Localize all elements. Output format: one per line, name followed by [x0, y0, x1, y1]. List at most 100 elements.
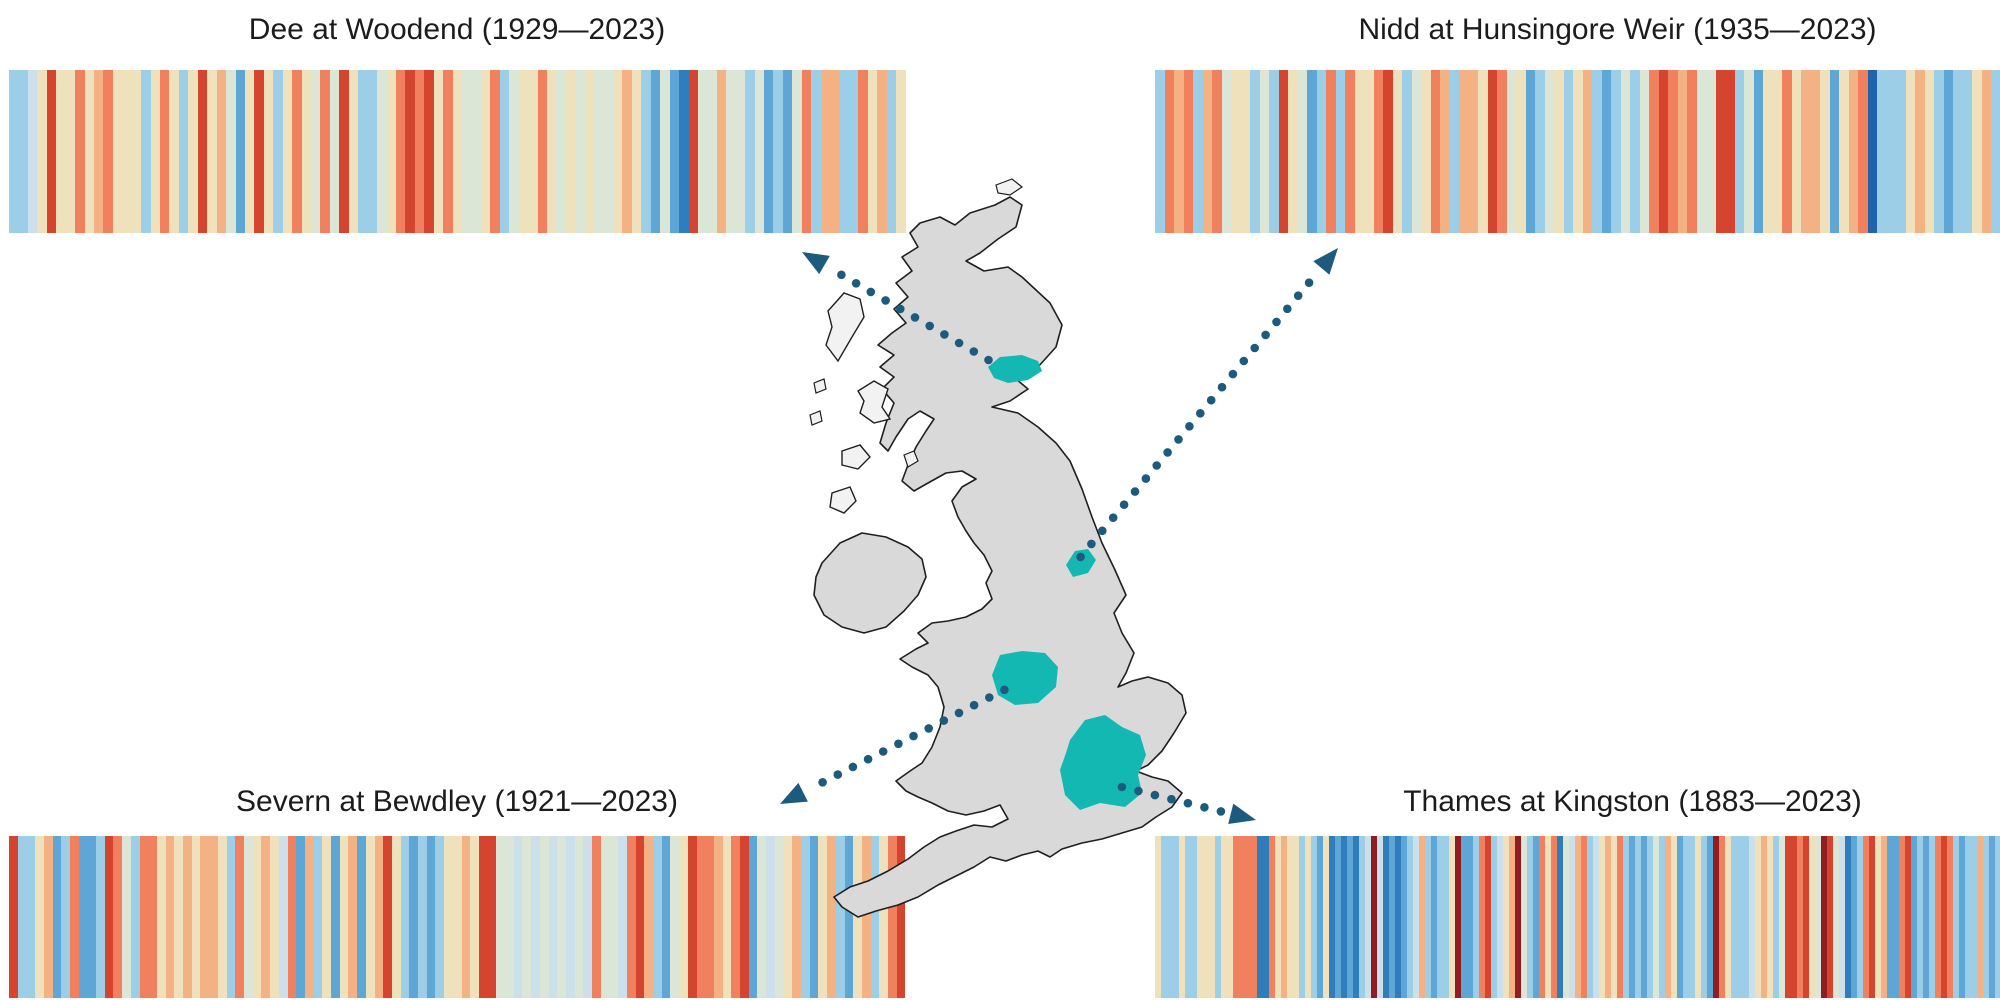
- stripe-dee-1961: [311, 70, 321, 233]
- stripe-dee-2017: [839, 70, 849, 233]
- stripe-thames-1952: [1569, 836, 1575, 998]
- stripe-severn-2021: [879, 836, 889, 998]
- stripe-severn-2010: [783, 836, 793, 998]
- stripe-dee-1934: [56, 70, 66, 233]
- stripe-dee-1977: [462, 70, 472, 233]
- stripe-nidd-1951: [1307, 70, 1317, 233]
- stripe-thames-1947: [1539, 836, 1545, 998]
- stripe-thames-1923: [1395, 836, 1401, 998]
- stripe-thames-2003: [1875, 836, 1881, 998]
- stripe-dee-1983: [518, 70, 529, 233]
- stripe-dee-1973: [424, 70, 434, 233]
- stripe-thames-1949: [1551, 836, 1557, 998]
- stripe-severn-1951: [270, 836, 279, 998]
- stripe-thames-1891: [1203, 836, 1209, 998]
- stripe-thames-1960: [1617, 836, 1623, 998]
- stripe-severn-1937: [148, 836, 157, 998]
- stripe-dee-1958: [282, 70, 293, 233]
- stripe-thames-1961: [1623, 836, 1629, 998]
- stripe-nidd-2022: [1981, 70, 1991, 233]
- stripe-dee-2014: [811, 70, 821, 233]
- stripe-dee-1979: [480, 70, 491, 233]
- stripe-thames-1897: [1239, 836, 1245, 998]
- stripe-thames-2020: [1977, 836, 1983, 998]
- stripe-severn-1927: [61, 836, 70, 998]
- stripe-dee-1953: [235, 70, 245, 233]
- stripe-thames-2009: [1911, 836, 1917, 998]
- stripe-thames-1953: [1575, 836, 1581, 998]
- stripe-dee-1996: [641, 70, 651, 233]
- stripe-nidd-1980: [1582, 70, 1592, 233]
- stripe-nidd-1955: [1345, 70, 1355, 233]
- stripe-nidd-1946: [1259, 70, 1269, 233]
- stripe-thames-2000: [1857, 836, 1863, 998]
- stripe-severn-2009: [774, 836, 784, 998]
- stripe-thames-2011: [1923, 836, 1929, 998]
- stripe-severn-1985: [566, 836, 575, 998]
- chart-nidd-title: Nidd at Hunsingore Weir (1935—2023): [1358, 13, 1877, 46]
- stripe-thames-1951: [1563, 836, 1569, 998]
- stripe-thames-1968: [1665, 836, 1671, 998]
- stripe-thames-1943: [1515, 836, 1521, 998]
- stripe-thames-1959: [1611, 836, 1617, 998]
- stripe-thames-1994: [1821, 836, 1827, 998]
- stripe-thames-1886: [1173, 836, 1179, 998]
- stripe-thames-1899: [1251, 836, 1257, 998]
- stripe-dee-1991: [594, 70, 604, 233]
- stripe-nidd-1979: [1573, 70, 1583, 233]
- stripe-nidd-2014: [1905, 70, 1915, 233]
- stripe-dee-1936: [75, 70, 85, 233]
- stripe-severn-1999: [687, 836, 697, 998]
- stripe-thames-1931: [1443, 836, 1449, 998]
- stripe-dee-1944: [150, 70, 160, 233]
- stripe-nidd-1978: [1563, 70, 1573, 233]
- stripe-thames-1945: [1527, 836, 1533, 998]
- stripe-thames-1966: [1653, 836, 1659, 998]
- stripe-thames-1946: [1533, 836, 1539, 998]
- stripe-thames-1892: [1209, 836, 1215, 998]
- stripe-nidd-1974: [1525, 70, 1535, 233]
- stripe-dee-1995: [631, 70, 642, 233]
- stripe-thames-1921: [1383, 836, 1389, 998]
- island-skye: [857, 380, 892, 424]
- stripe-thames-1982: [1749, 836, 1755, 998]
- stripe-nidd-1970: [1487, 70, 1497, 233]
- stripe-dee-1942: [131, 70, 142, 233]
- stripe-severn-1982: [539, 836, 549, 998]
- stripe-severn-1938: [156, 836, 166, 998]
- stripe-thames-1985: [1767, 836, 1773, 998]
- stripe-thames-2007: [1899, 836, 1905, 998]
- stripe-dee-1966: [358, 70, 368, 233]
- stripe-nidd-1944: [1240, 70, 1250, 233]
- stripe-thames-1984: [1761, 836, 1767, 998]
- island-islay: [829, 486, 857, 514]
- stripe-thames-1979: [1731, 836, 1737, 998]
- island-barra: [809, 410, 823, 426]
- stripe-nidd-2009: [1858, 70, 1868, 233]
- stripe-thames-1987: [1779, 836, 1785, 998]
- stripe-nidd-1995: [1725, 70, 1735, 233]
- stripe-severn-1936: [139, 836, 149, 998]
- stripe-severn-2005: [740, 836, 749, 998]
- stripe-thames-1990: [1797, 836, 1803, 998]
- stripe-nidd-2013: [1896, 70, 1906, 233]
- stripe-dee-1968: [377, 70, 387, 233]
- stripe-severn-1990: [609, 836, 619, 998]
- stripe-dee-1964: [339, 70, 349, 233]
- stripe-thames-1895: [1227, 836, 1233, 998]
- stripe-thames-1900: [1257, 836, 1263, 998]
- stripe-thames-1918: [1365, 836, 1371, 998]
- stripe-nidd-2015: [1915, 70, 1925, 233]
- stripe-nidd-1938: [1183, 70, 1193, 233]
- stripe-thames-1939: [1491, 836, 1497, 998]
- stripe-nidd-1986: [1639, 70, 1649, 233]
- stripe-severn-1932: [104, 836, 114, 998]
- stripe-nidd-2020: [1962, 70, 1972, 233]
- stripe-thames-1974: [1701, 836, 1707, 998]
- stripe-severn-1978: [505, 836, 514, 998]
- stripe-dee-2010: [773, 70, 783, 233]
- chart-severn-stripes: [9, 836, 906, 998]
- stripe-dee-1939: [103, 70, 113, 233]
- stripe-thames-1969: [1671, 836, 1677, 998]
- stripe-thames-1950: [1557, 836, 1563, 998]
